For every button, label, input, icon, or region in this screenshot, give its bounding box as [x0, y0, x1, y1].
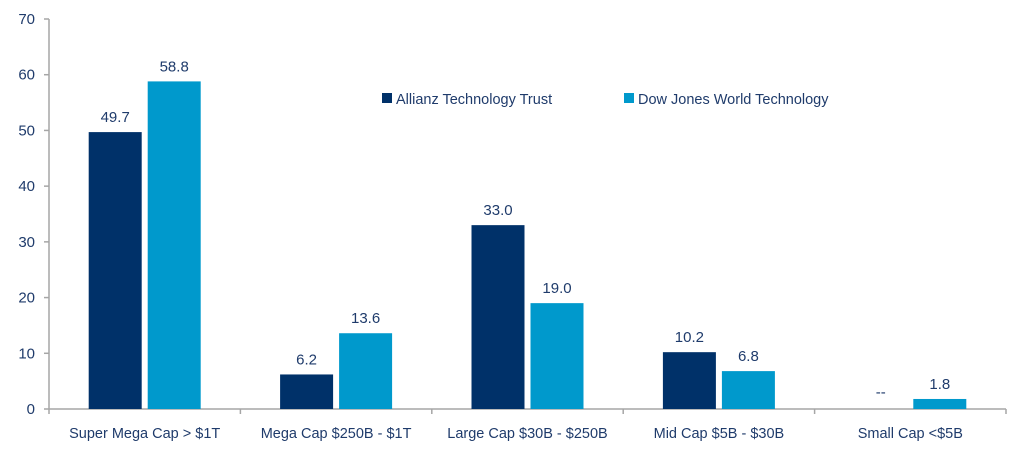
legend-label-allianz: Allianz Technology Trust — [396, 92, 552, 108]
y-tick-label: 0 — [27, 401, 35, 418]
category-label: Super Mega Cap > $1T — [69, 426, 220, 442]
data-label: 58.8 — [160, 58, 189, 75]
data-label: -- — [876, 384, 886, 401]
data-label: 6.8 — [738, 348, 759, 365]
bar-dow-jones — [530, 303, 584, 409]
bar-dow-jones — [913, 398, 967, 409]
data-label: 19.0 — [542, 280, 571, 297]
legend-swatch-allianz — [382, 93, 392, 103]
y-tick-label: 70 — [18, 11, 35, 28]
legend-label-dow-jones: Dow Jones World Technology — [638, 92, 829, 108]
data-labels: 49.7 6.2 33.0 10.2 -- 58.8 13.6 19.0 6.8 1.8 — [101, 58, 951, 401]
y-tick-label: 40 — [18, 178, 35, 195]
legend-swatch-dow-jones — [624, 93, 634, 103]
bar-dow-jones — [147, 81, 201, 410]
y-tick-label: 60 — [18, 67, 35, 84]
bar-allianz — [280, 374, 334, 409]
y-tick-label: 20 — [18, 290, 35, 307]
axes — [48, 19, 1006, 410]
bars — [88, 81, 967, 410]
y-tick-label: 50 — [18, 122, 35, 139]
data-label: 1.8 — [929, 376, 950, 393]
data-label: 49.7 — [101, 109, 130, 126]
y-ticks: 0 10 20 30 40 50 60 70 — [18, 11, 49, 418]
x-ticks — [48, 409, 1007, 414]
y-tick-label: 30 — [18, 234, 35, 251]
data-label: 13.6 — [351, 310, 380, 327]
bar-allianz — [88, 132, 142, 409]
bar-dow-jones — [721, 371, 775, 409]
bar-dow-jones — [339, 333, 393, 409]
bar-allianz — [662, 352, 716, 409]
y-tick-label: 10 — [18, 345, 35, 362]
data-label: 6.2 — [296, 351, 317, 368]
category-label: Large Cap $30B - $250B — [447, 426, 607, 442]
category-labels: Super Mega Cap > $1T Mega Cap $250B - $1T… — [69, 426, 963, 442]
data-label: 10.2 — [675, 329, 704, 346]
category-label: Small Cap <$5B — [858, 426, 963, 442]
bar-allianz — [471, 225, 525, 409]
data-label: 33.0 — [483, 202, 512, 219]
legend: Allianz Technology Trust Dow Jones World… — [382, 92, 829, 108]
category-label: Mid Cap $5B - $30B — [654, 426, 785, 442]
category-label: Mega Cap $250B - $1T — [261, 426, 412, 442]
